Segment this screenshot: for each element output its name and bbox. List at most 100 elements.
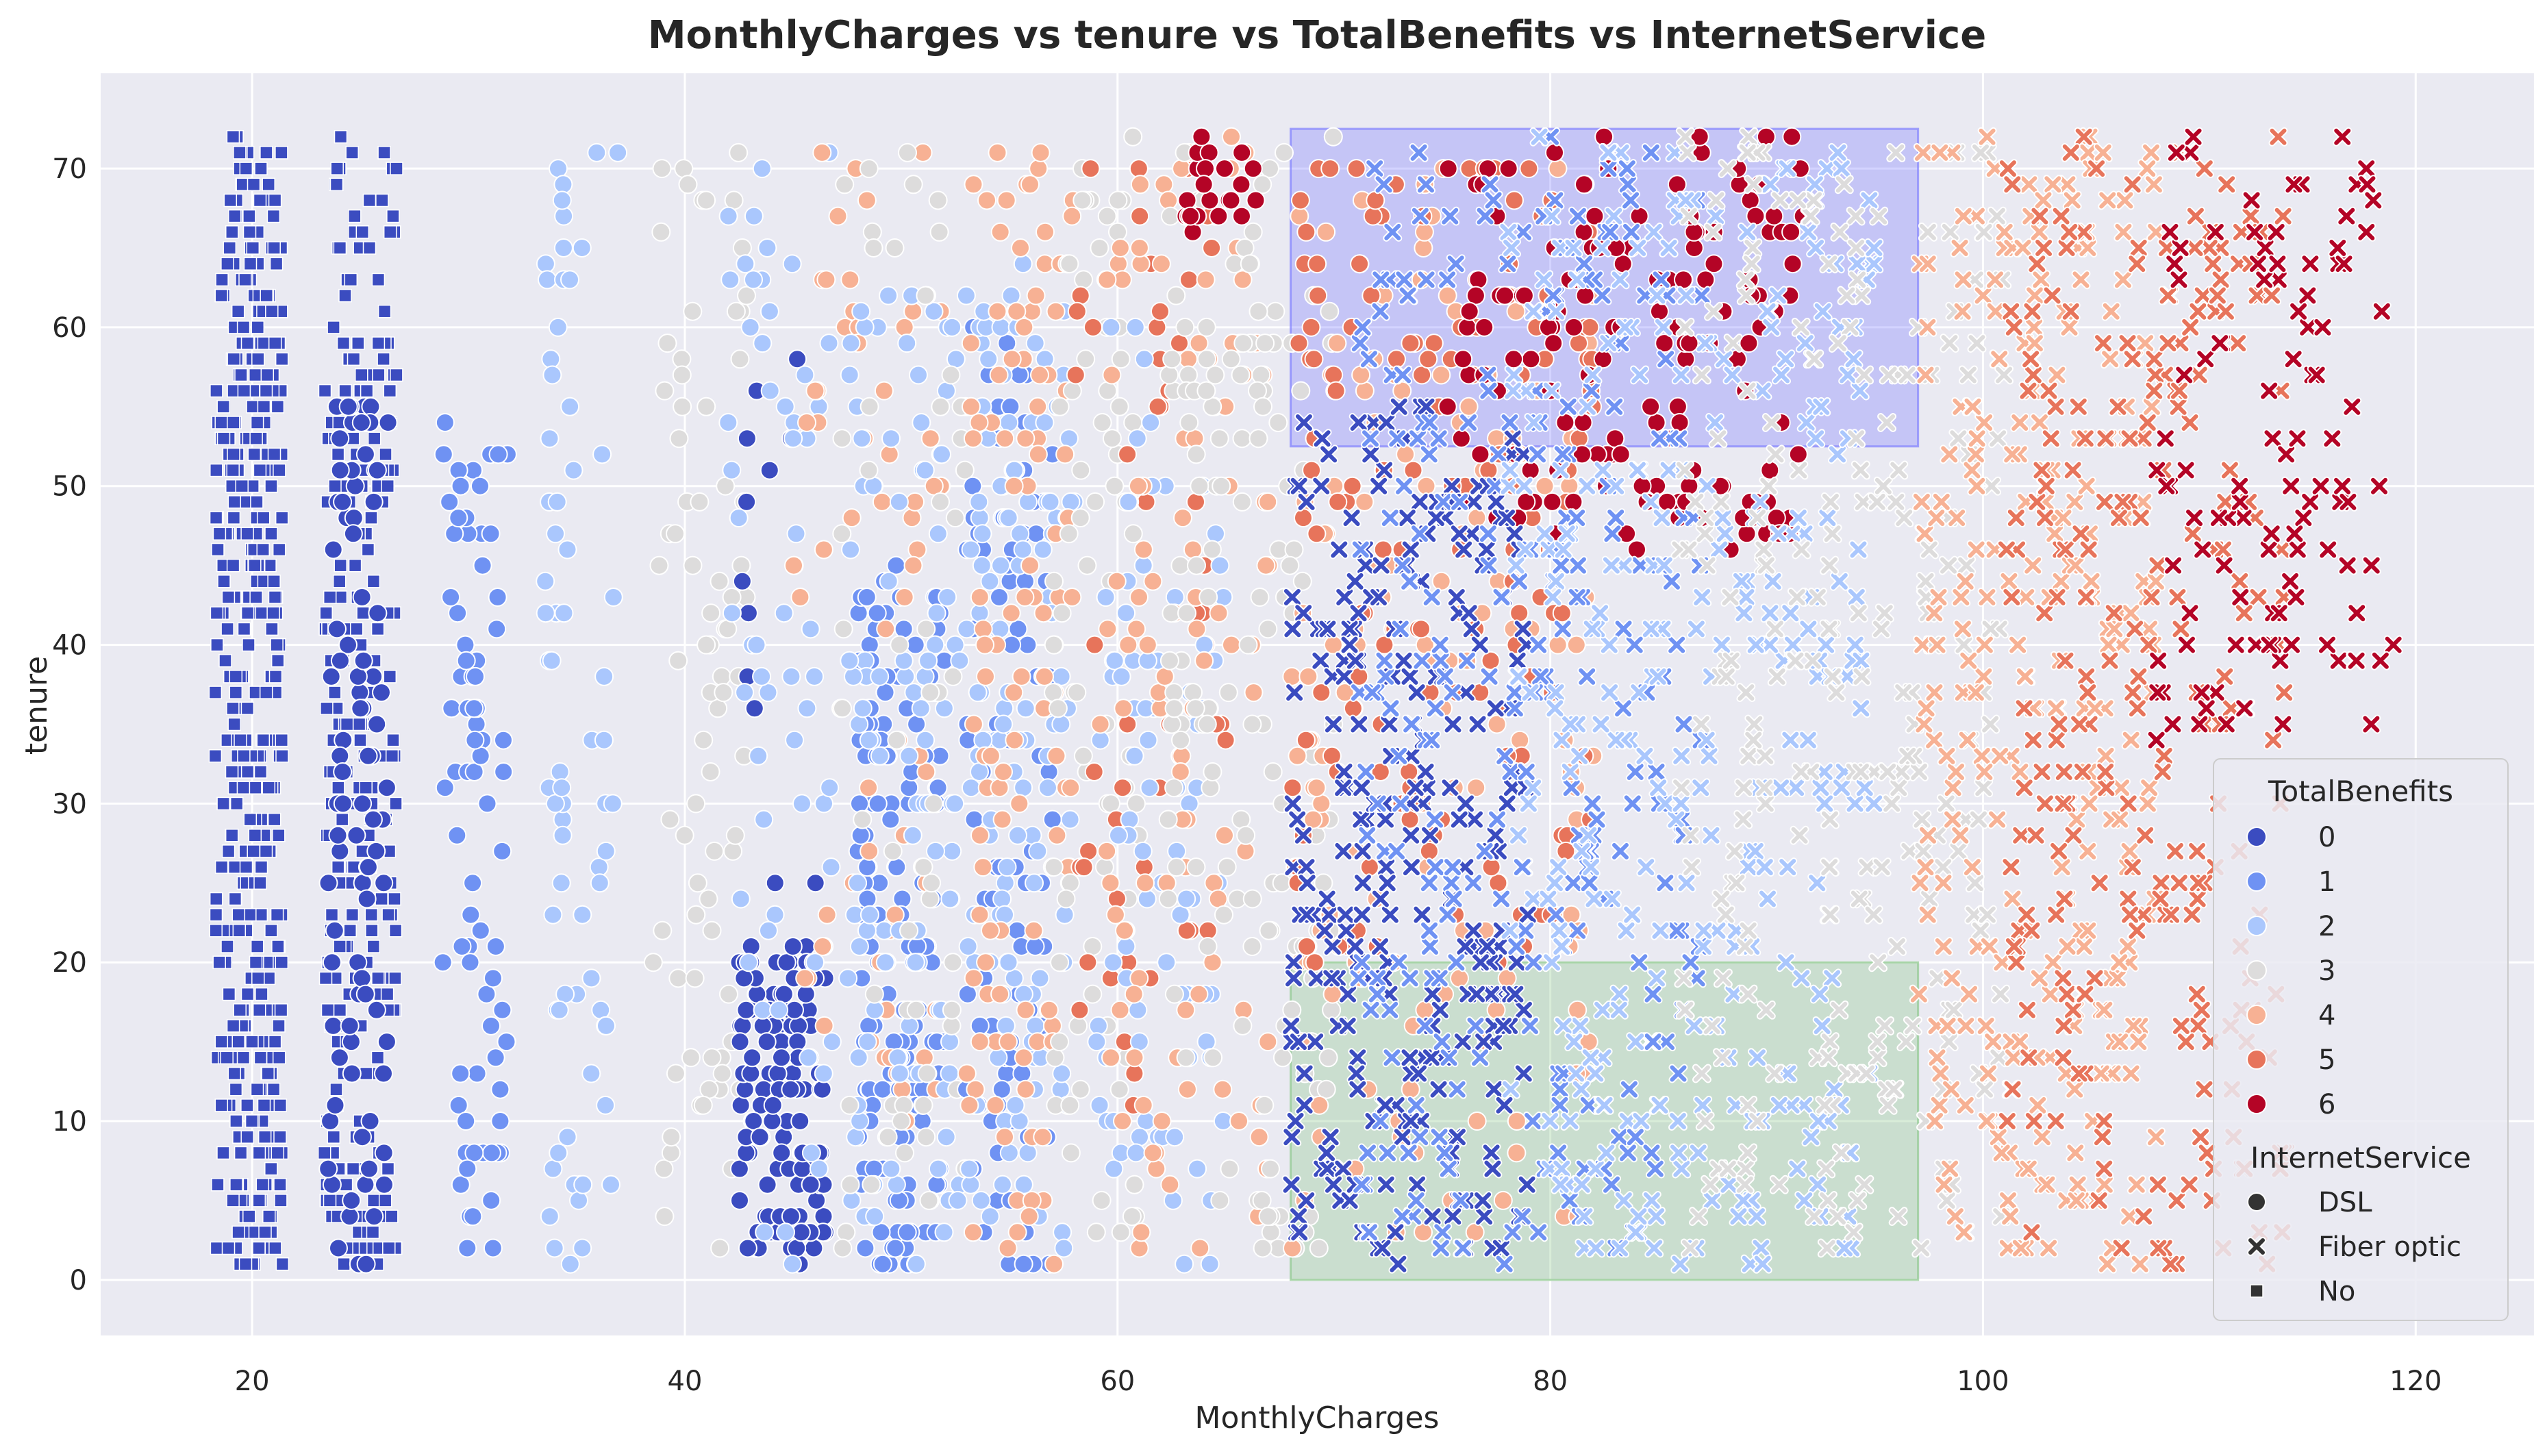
point	[325, 907, 339, 922]
point	[2057, 238, 2077, 258]
point	[1296, 730, 1316, 750]
point	[492, 1000, 512, 1020]
point	[862, 222, 882, 242]
point	[885, 238, 905, 258]
point	[1692, 714, 1711, 734]
point	[2100, 651, 2120, 670]
point	[2206, 683, 2226, 703]
point	[1042, 1016, 1062, 1035]
point	[214, 860, 229, 874]
point	[1283, 794, 1303, 814]
point	[1108, 190, 1128, 210]
point	[1062, 588, 1082, 607]
point	[340, 1207, 360, 1227]
point	[2059, 222, 2079, 242]
point	[1635, 746, 1655, 766]
point	[917, 1064, 937, 1083]
point	[1886, 492, 1906, 512]
point	[536, 254, 555, 274]
point	[1258, 619, 1278, 639]
point	[859, 1016, 879, 1035]
point	[1625, 762, 1645, 782]
point	[1603, 524, 1622, 544]
point	[1422, 730, 1442, 750]
point	[1769, 1095, 1789, 1115]
point	[1548, 635, 1568, 655]
point	[2270, 651, 2290, 670]
point	[1086, 1222, 1106, 1242]
point	[256, 511, 271, 525]
point	[1202, 540, 1222, 560]
point	[2220, 460, 2240, 480]
point	[1447, 1079, 1467, 1099]
point	[1564, 238, 1583, 258]
point	[1389, 953, 1409, 972]
point	[1680, 1238, 1700, 1258]
point	[1098, 619, 1118, 639]
point	[1514, 1000, 1533, 1020]
point	[981, 920, 1000, 940]
point	[366, 841, 386, 861]
point	[736, 1143, 756, 1163]
point	[1671, 794, 1691, 814]
point	[1852, 666, 1872, 686]
point	[1492, 588, 1511, 607]
point	[1009, 1112, 1029, 1131]
point	[1018, 635, 1038, 655]
point	[1435, 1143, 1455, 1163]
point	[1179, 270, 1199, 290]
point	[1113, 778, 1133, 798]
point	[542, 365, 562, 385]
point	[940, 889, 960, 909]
point	[2070, 714, 2090, 734]
point	[915, 460, 935, 480]
point	[1481, 1143, 1501, 1163]
point	[358, 857, 378, 877]
point	[753, 1016, 773, 1035]
point	[735, 683, 755, 703]
point	[260, 288, 273, 303]
point	[992, 889, 1012, 909]
point	[214, 416, 228, 429]
point	[814, 1064, 833, 1083]
point	[1940, 1159, 1960, 1179]
point	[1614, 1190, 1633, 1210]
point	[1487, 429, 1506, 449]
point	[1196, 317, 1216, 337]
point	[564, 460, 584, 480]
legend-hue-label-3: 3	[2318, 955, 2335, 987]
point	[375, 1175, 394, 1194]
point	[907, 540, 927, 560]
point	[1918, 254, 1937, 274]
point	[267, 241, 281, 255]
point	[1723, 334, 1743, 353]
point	[318, 873, 338, 893]
point	[251, 971, 265, 986]
point	[971, 1190, 991, 1210]
point	[250, 940, 264, 953]
point	[1742, 254, 1761, 274]
point	[973, 857, 993, 877]
point	[227, 1066, 242, 1081]
legend-hue-title: TotalBenefits	[2268, 775, 2453, 808]
point	[2318, 540, 2338, 560]
point	[1494, 1254, 1514, 1274]
point	[1001, 603, 1021, 623]
point	[2110, 809, 2130, 829]
point	[1007, 920, 1027, 940]
point	[2199, 238, 2219, 258]
point	[879, 444, 899, 464]
point	[247, 177, 261, 192]
point	[1837, 666, 1857, 686]
point	[2129, 666, 2148, 686]
point	[2372, 301, 2392, 321]
point	[883, 841, 903, 861]
point	[996, 190, 1016, 210]
point	[463, 873, 483, 893]
point	[273, 1130, 287, 1144]
point	[1948, 429, 1968, 449]
point	[1396, 444, 1416, 464]
point	[1007, 1222, 1027, 1242]
point	[737, 429, 757, 449]
point	[915, 666, 935, 686]
